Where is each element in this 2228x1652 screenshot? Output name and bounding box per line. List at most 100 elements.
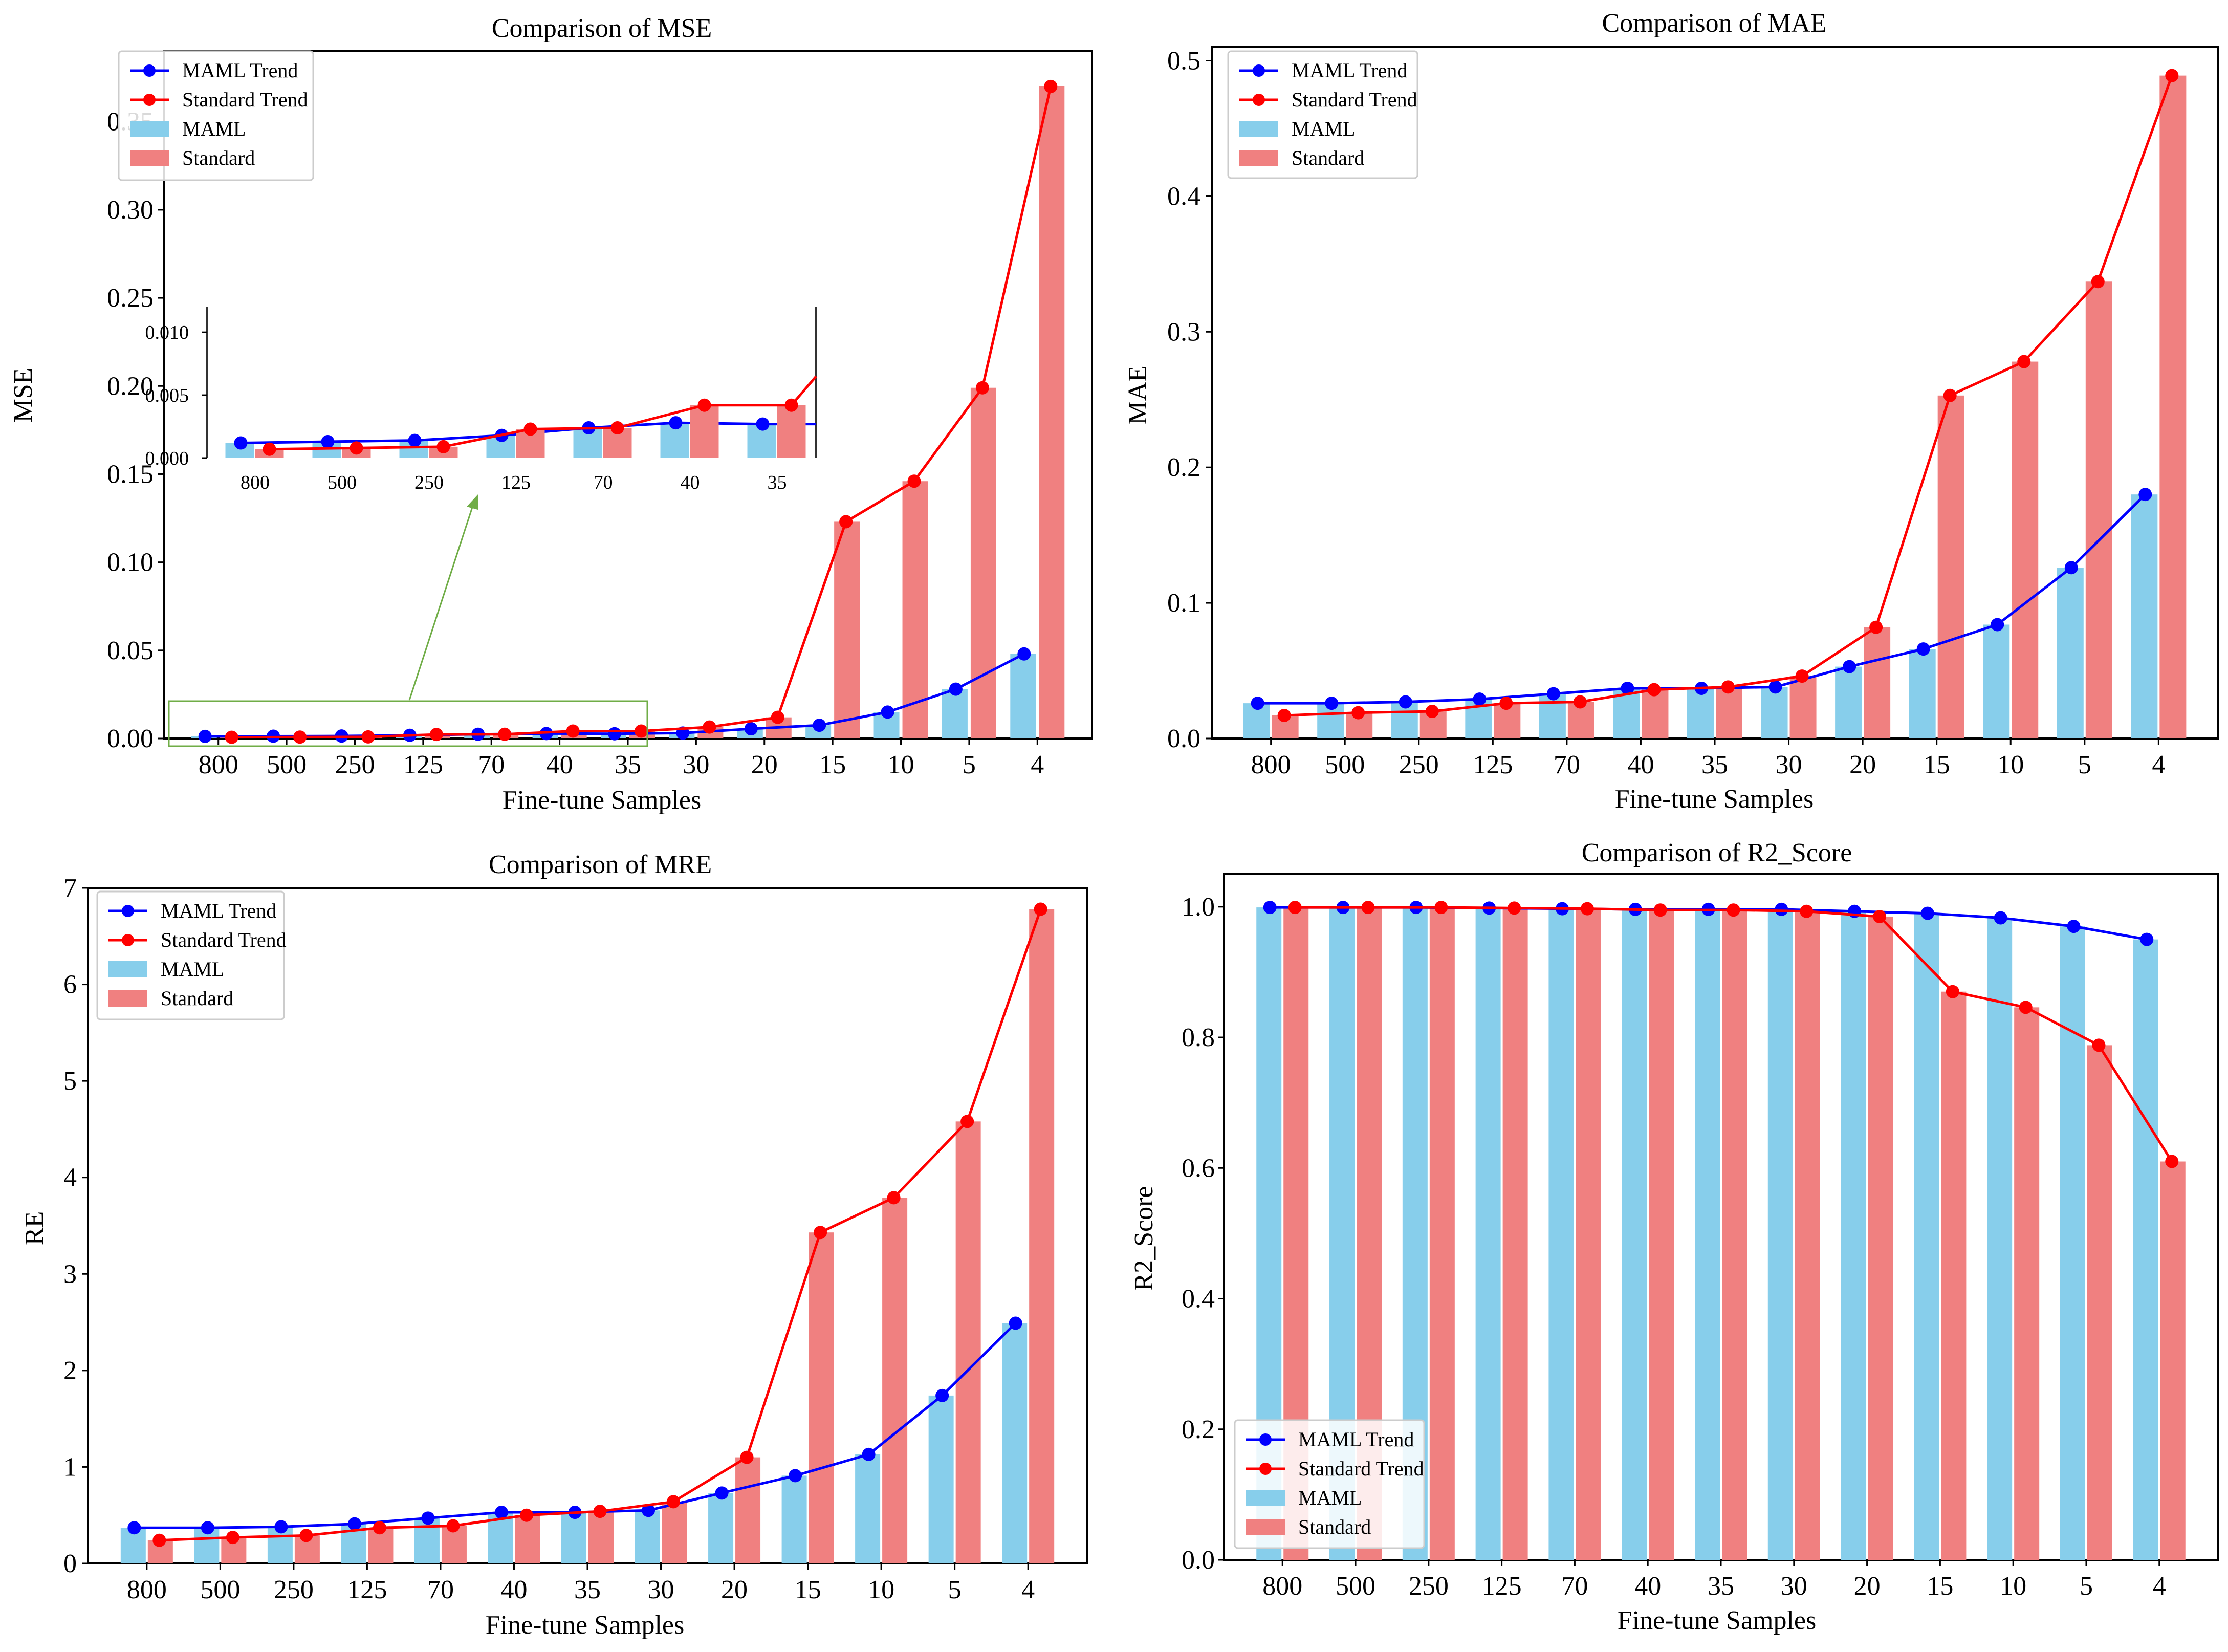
x-tick-label: 500 — [1336, 1572, 1375, 1601]
maml-trend-point — [862, 1447, 876, 1461]
maml-trend-point — [744, 722, 758, 736]
x-tick-label: 70 — [1561, 1572, 1588, 1601]
standard-bar — [2014, 1007, 2040, 1560]
standard-trend-point — [2091, 275, 2105, 289]
y-tick-label: 0.4 — [1167, 182, 1200, 211]
y-tick-label: 5 — [63, 1067, 77, 1096]
inset-x-tick-label: 500 — [327, 472, 357, 493]
standard-trend-point — [740, 1450, 754, 1464]
y-tick-label: 0.3 — [1167, 317, 1200, 346]
standard-bar — [1039, 86, 1065, 738]
standard-legend-swatch — [1246, 1519, 1285, 1535]
standard-trend-point — [152, 1533, 166, 1547]
y-tick-label: 0.05 — [107, 636, 154, 665]
y-tick-label: 0.20 — [107, 372, 154, 401]
x-tick-label: 500 — [1325, 750, 1365, 779]
maml-trend-point — [1009, 1316, 1022, 1330]
inset-x-tick-label: 125 — [501, 472, 531, 493]
standard-bar — [809, 1232, 834, 1563]
x-tick-label: 20 — [751, 750, 778, 779]
maml-trend-point — [2138, 488, 2152, 502]
legend-label: MAML Trend — [161, 899, 276, 922]
x-tick-label: 800 — [199, 750, 238, 779]
standard-trend-point — [225, 730, 238, 744]
x-tick-label: 4 — [1021, 1575, 1035, 1604]
legend-label: MAML — [161, 958, 224, 981]
maml-trend-legend-marker — [1259, 1433, 1272, 1446]
x-tick-label: 5 — [2080, 1572, 2093, 1601]
maml-trend-legend-marker — [143, 64, 156, 77]
standard-bar — [1795, 911, 1820, 1560]
maml-trend-point — [1621, 681, 1634, 695]
x-tick-label: 30 — [1776, 750, 1802, 779]
x-tick-label: 125 — [403, 750, 443, 779]
y-tick-label: 0 — [63, 1549, 77, 1578]
x-tick-label: 35 — [1708, 1572, 1734, 1601]
legend-label: MAML — [1292, 117, 1355, 140]
maml-bar — [1767, 909, 1793, 1560]
standard-trend-point — [293, 730, 307, 744]
x-axis-label: Fine-tune Samples — [1615, 785, 1814, 814]
maml-bar — [1475, 908, 1501, 1560]
inset-x-tick-label: 35 — [768, 472, 787, 493]
legend-label: MAML — [182, 117, 246, 140]
standard-trend-point — [1425, 705, 1439, 719]
x-tick-label: 40 — [500, 1575, 527, 1604]
maml-trend-point — [789, 1469, 802, 1483]
legend-label: MAML — [1298, 1486, 1362, 1509]
standard-trend-point — [1721, 680, 1735, 694]
maml-bar — [781, 1475, 807, 1563]
standard-trend-point — [887, 1191, 901, 1205]
maml-bar — [1010, 654, 1036, 738]
inset-maml-trend-point — [321, 435, 335, 449]
standard-trend-point — [566, 724, 580, 738]
legend-label: Standard — [1292, 146, 1364, 169]
standard-bar — [588, 1511, 614, 1563]
maml-bar — [561, 1512, 586, 1563]
standard-bar — [1864, 627, 1891, 738]
x-axis-label: Fine-tune Samples — [486, 1611, 685, 1640]
standard-trend-point — [519, 1508, 533, 1522]
x-tick-label: 10 — [888, 750, 914, 779]
standard-trend-point — [1869, 620, 1883, 634]
inset-standard-trend-point — [610, 421, 624, 434]
maml-trend-point — [881, 705, 894, 719]
y-tick-label: 6 — [63, 970, 77, 999]
x-tick-label: 500 — [267, 750, 307, 779]
x-tick-label: 250 — [274, 1575, 314, 1604]
x-tick-label: 20 — [721, 1575, 748, 1604]
standard-bar — [1937, 395, 1964, 738]
maml-bar — [1987, 918, 2013, 1560]
standard-trend-point — [960, 1115, 974, 1128]
maml-bar — [1841, 911, 1866, 1560]
standard-trend-point — [1647, 683, 1661, 697]
x-tick-label: 250 — [1399, 750, 1439, 779]
standard-trend-point — [1580, 902, 1594, 916]
standard-trend-point — [1044, 79, 1058, 93]
standard-trend-point — [1361, 901, 1375, 915]
standard-trend-point — [1351, 706, 1365, 720]
maml-bar — [708, 1493, 734, 1563]
standard-trend-point — [2019, 1001, 2033, 1014]
standard-trend-point — [703, 720, 716, 734]
standard-trend-point — [1873, 909, 1887, 923]
maml-trend-point — [127, 1521, 141, 1535]
inset-x-tick-label: 800 — [241, 472, 270, 493]
standard-legend-swatch — [130, 150, 169, 166]
maml-bar — [635, 1510, 660, 1563]
y-tick-label: 0.2 — [1182, 1415, 1215, 1444]
maml-trend-point — [1916, 642, 1930, 656]
standard-trend-point — [1943, 388, 1957, 402]
x-tick-label: 4 — [1031, 750, 1044, 779]
standard-trend-point — [1499, 697, 1513, 710]
maml-bar — [2060, 926, 2085, 1560]
standard-trend-point — [1288, 901, 1302, 915]
standard-trend-point — [498, 727, 512, 741]
x-tick-label: 35 — [574, 1575, 601, 1604]
maml-trend-point — [1991, 618, 2004, 632]
standard-bar — [1868, 916, 1893, 1560]
standard-bar — [2012, 361, 2039, 738]
inset-standard-trend-point — [263, 442, 276, 456]
inset-standard-trend-point — [697, 398, 711, 412]
mre-chart: Comparison of MRE Fine-tune Samples RE 0… — [20, 850, 1088, 1640]
